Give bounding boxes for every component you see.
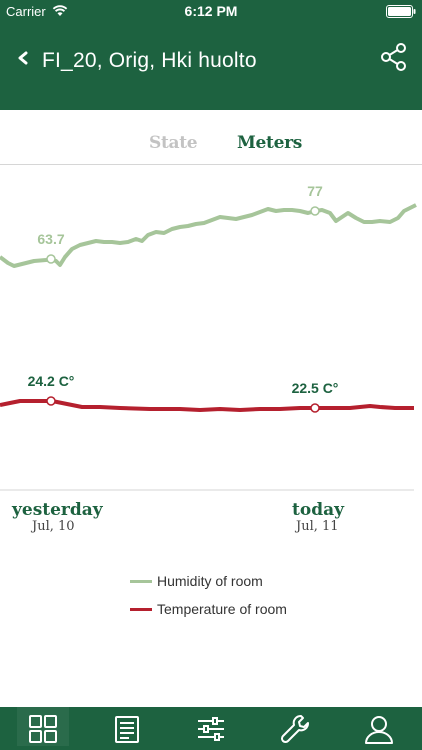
temperature-label-today: 22.5 C° — [292, 380, 339, 396]
humidity-series-line — [0, 203, 417, 268]
document-icon — [115, 716, 139, 743]
tabbar-settings[interactable] — [195, 713, 227, 745]
share-icon[interactable] — [380, 42, 408, 72]
wifi-icon — [52, 5, 68, 16]
x-tick-yesterday-date: Jul, 10 — [32, 519, 75, 534]
wrench-icon — [280, 715, 309, 744]
temperature-marker-today[interactable] — [310, 403, 320, 413]
battery-icon — [386, 5, 416, 18]
legend-label-temperature: Temperature of room — [157, 601, 287, 617]
nav-header: FI_20, Orig, Hki huolto — [0, 22, 422, 110]
humidity-label-today: 77 — [307, 183, 323, 199]
page-title: FI_20, Orig, Hki huolto — [42, 49, 257, 72]
x-tick-yesterday: yesterday — [12, 500, 103, 520]
x-tick-today-date: Jul, 11 — [296, 519, 339, 534]
legend-item-temperature[interactable]: Temperature of room — [130, 595, 287, 623]
tabbar-maintenance[interactable] — [279, 713, 311, 745]
chevron-left-icon[interactable] — [12, 46, 34, 70]
tabbar-reports[interactable] — [111, 713, 143, 745]
segment-tabs: State Meters — [0, 110, 422, 165]
humidity-label-yesterday: 63.7 — [37, 231, 64, 247]
legend-swatch-temperature — [130, 607, 152, 611]
legend-label-humidity: Humidity of room — [157, 573, 263, 589]
meters-chart: 63.7 77 24.2 C° 22.5 C° — [0, 183, 417, 491]
tab-meters[interactable]: Meters — [237, 133, 303, 153]
carrier-label: Carrier — [6, 4, 46, 19]
bottom-tab-bar — [0, 707, 422, 750]
temperature-series-line — [0, 399, 414, 412]
user-icon — [365, 716, 393, 744]
humidity-marker-yesterday[interactable] — [46, 254, 56, 264]
tabbar-dashboard[interactable] — [17, 707, 69, 746]
sliders-icon — [198, 717, 224, 741]
humidity-marker-today[interactable] — [310, 206, 320, 216]
x-tick-today: today — [292, 500, 344, 520]
clock-time: 6:12 PM — [184, 3, 238, 19]
temperature-label-yesterday: 24.2 C° — [28, 373, 75, 389]
status-bar: Carrier 6:12 PM — [0, 0, 422, 22]
tabbar-profile[interactable] — [363, 713, 395, 745]
chart-legend: Humidity of room Temperature of room — [130, 567, 287, 623]
tab-state[interactable]: State — [149, 133, 198, 153]
legend-swatch-humidity — [130, 579, 152, 583]
legend-item-humidity[interactable]: Humidity of room — [130, 567, 287, 595]
temperature-marker-yesterday[interactable] — [46, 396, 56, 406]
grid-icon — [29, 715, 57, 743]
